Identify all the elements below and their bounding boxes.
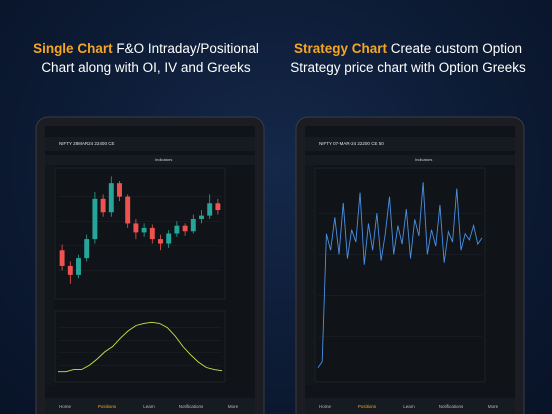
title-bar — [45, 137, 255, 151]
candle-body — [215, 203, 221, 211]
candle-body — [117, 183, 122, 197]
candle-body — [84, 239, 90, 259]
candle-body — [76, 258, 81, 275]
candle-body — [141, 227, 147, 233]
chart-area — [54, 310, 226, 383]
candle-body — [158, 239, 163, 244]
feature-heading: Single Chart F&O Intraday/Positional Cha… — [16, 39, 276, 77]
tablet-screen — [305, 126, 515, 414]
candle-body — [108, 183, 114, 213]
title-bar — [305, 137, 515, 151]
tool-sidebar — [305, 165, 314, 385]
heading-highlight: Strategy Chart — [293, 41, 387, 56]
candle-body — [149, 227, 155, 240]
candle-body — [207, 203, 213, 216]
feature-heading: Strategy Chart Create custom Option Stra… — [278, 39, 538, 77]
bottom-nav — [305, 398, 515, 414]
candle-body — [59, 250, 65, 266]
screen-title: NIFTY 28MAR24 22400 CE — [59, 141, 114, 146]
nav-item[interactable]: Home — [319, 404, 332, 409]
nav-item[interactable]: More — [228, 404, 239, 409]
data-line — [317, 182, 483, 368]
toolbar-button[interactable]: Indicators — [415, 157, 432, 162]
candle-body — [174, 225, 180, 234]
nav-item[interactable]: Notifications — [179, 404, 204, 409]
candle-body — [199, 215, 204, 219]
candle-body — [190, 218, 196, 232]
nav-item[interactable]: Notifications — [439, 404, 464, 409]
nav-item[interactable]: Home — [59, 404, 72, 409]
nav-item[interactable]: More — [488, 404, 499, 409]
heading-text: F&O Intraday/Positional Chart along with… — [41, 41, 259, 75]
toolbar-button[interactable]: Indicators — [155, 157, 172, 162]
bottom-nav — [45, 398, 255, 414]
toolbar — [305, 155, 515, 165]
candle-body — [125, 196, 131, 224]
tool-sidebar — [45, 165, 54, 385]
nav-item[interactable]: Learn — [403, 404, 415, 409]
candle-body — [133, 223, 139, 233]
candle-body — [100, 198, 106, 213]
candle-body — [67, 265, 73, 275]
screen-title: NIFTY 07-MAR-24 22200 CE 50 — [319, 141, 384, 146]
nav-item[interactable]: Learn — [143, 404, 155, 409]
nav-item[interactable]: Positions — [98, 404, 117, 409]
chart-area — [314, 167, 486, 383]
chart-area — [54, 167, 226, 300]
heading-text: Create custom Option Strategy price char… — [290, 41, 526, 75]
candle-body — [182, 225, 188, 232]
toolbar — [45, 155, 255, 165]
candle-body — [166, 233, 172, 244]
nav-item[interactable]: Positions — [358, 404, 377, 409]
candle-body — [92, 198, 98, 240]
heading-highlight: Single Chart — [33, 41, 113, 56]
data-line — [58, 321, 223, 373]
